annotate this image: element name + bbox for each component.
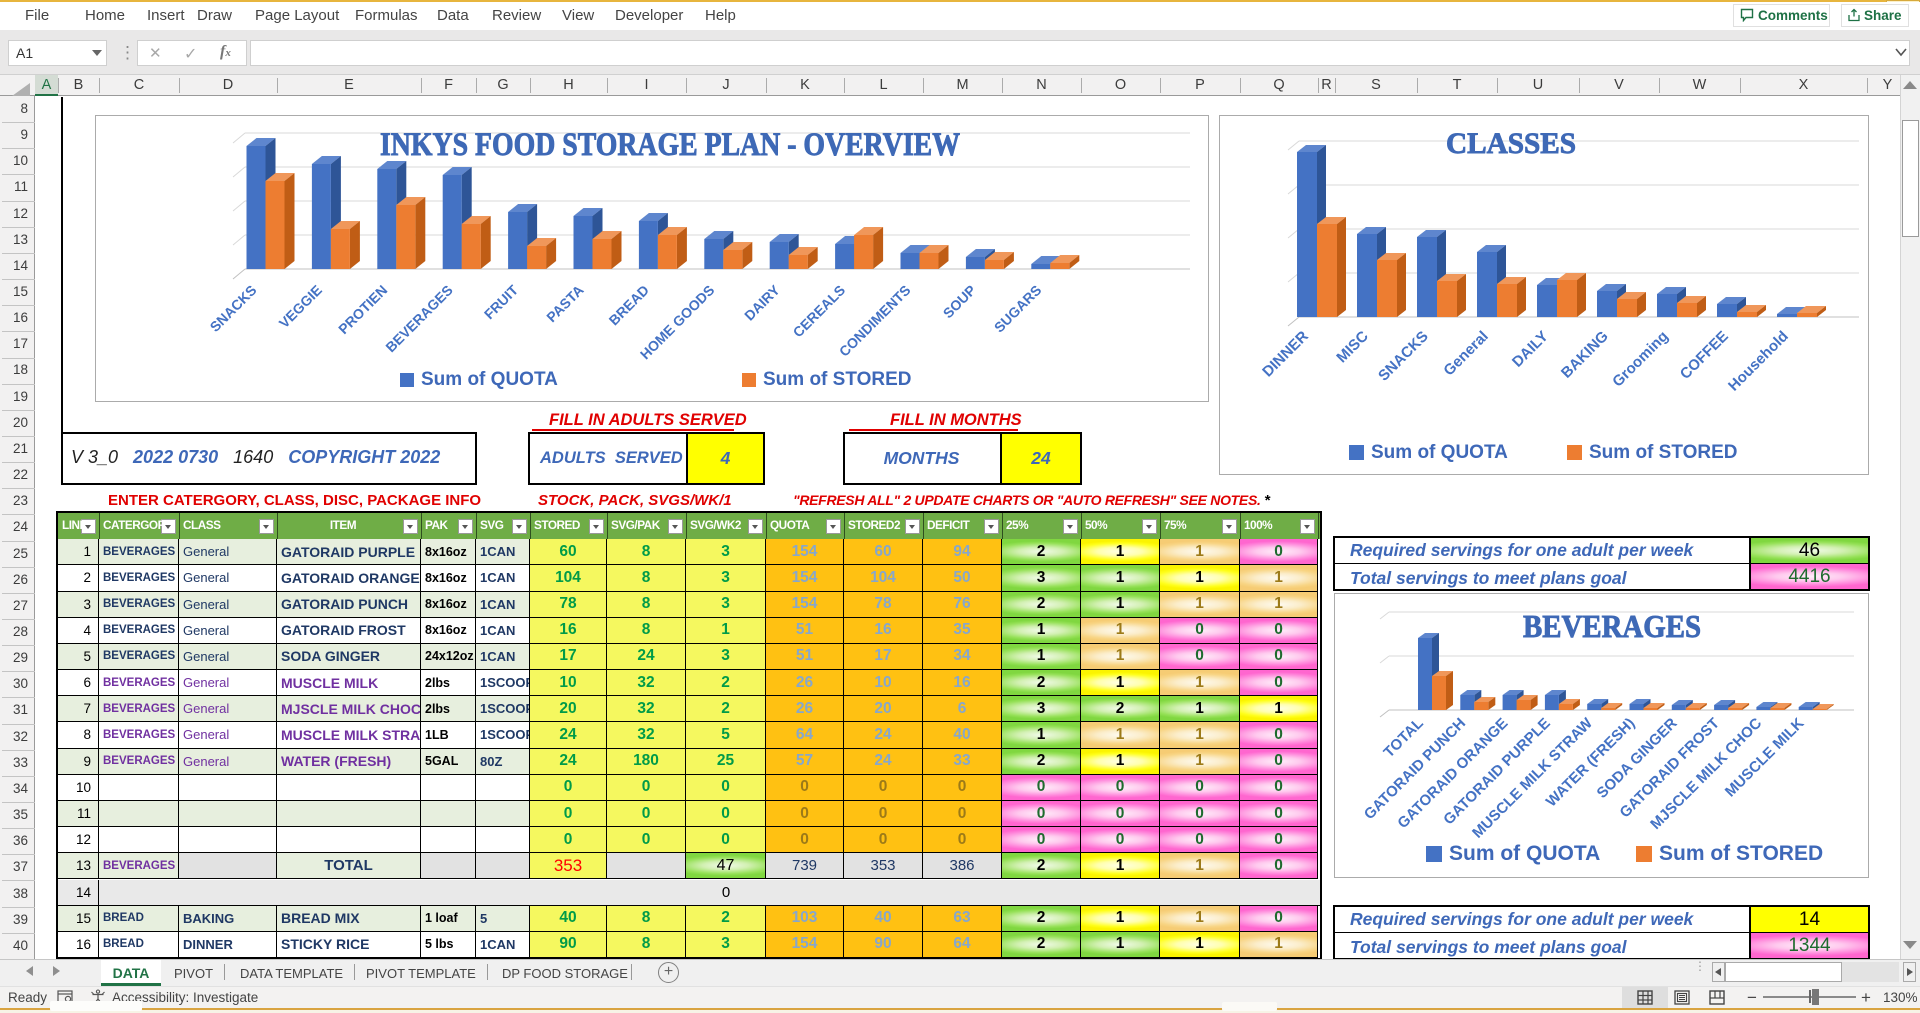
svg-text:CLASSES: CLASSES (1446, 127, 1576, 160)
svg-text:Sum of QUOTA: Sum of QUOTA (1371, 442, 1508, 463)
svg-text:Sum of QUOTA: Sum of QUOTA (1449, 842, 1600, 865)
svg-text:Sum of STORED: Sum of STORED (763, 369, 912, 390)
svg-text:BEVERAGES: BEVERAGES (1523, 608, 1701, 644)
svg-text:Sum of STORED: Sum of STORED (1659, 842, 1823, 865)
svg-text:Sum of STORED: Sum of STORED (1589, 442, 1738, 463)
svg-text:INKYS FOOD STORAGE PLAN - OVER: INKYS FOOD STORAGE PLAN - OVERVIEW (380, 127, 960, 163)
svg-text:Sum of QUOTA: Sum of QUOTA (421, 369, 558, 390)
